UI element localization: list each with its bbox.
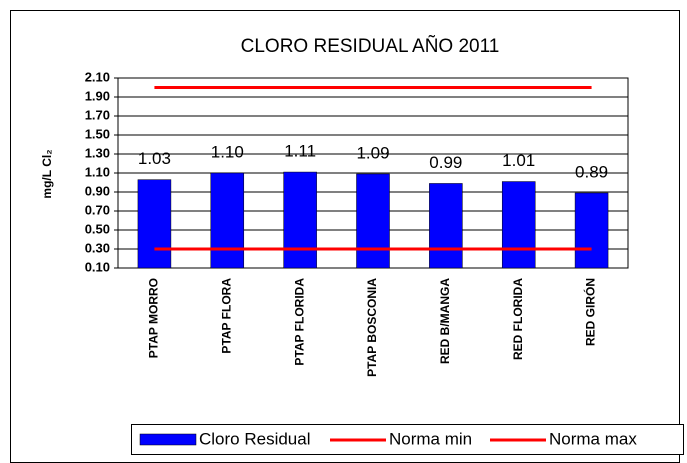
x-tick-label: PTAP FLORA — [219, 278, 233, 354]
y-tick-label: 0.50 — [85, 221, 110, 236]
y-axis-label: mg/L Cl₂ — [40, 149, 54, 198]
bar — [283, 171, 317, 269]
y-tick-label: 0.90 — [85, 183, 110, 198]
x-tick-label: RED GIRÓN — [583, 278, 598, 346]
bar — [574, 192, 609, 269]
bar — [210, 172, 245, 269]
y-tick-label: 0.10 — [85, 259, 110, 274]
data-label: 1.03 — [138, 149, 171, 168]
legend-box — [131, 424, 684, 455]
y-tick-label: 1.70 — [85, 107, 110, 122]
data-label: 1.09 — [356, 143, 389, 162]
bar — [137, 179, 172, 269]
y-tick-label: 1.10 — [85, 164, 110, 179]
y-tick-label: 1.30 — [85, 145, 110, 160]
bar — [356, 173, 390, 269]
y-tick-label: 1.90 — [85, 88, 110, 103]
legend-swatch — [139, 433, 197, 446]
data-label: 1.01 — [502, 151, 535, 170]
bar — [429, 183, 463, 269]
data-label: 0.99 — [429, 153, 462, 172]
legend-label: Cloro Residual — [199, 429, 311, 448]
y-tick-label: 1.50 — [85, 126, 110, 141]
x-tick-label: PTAP FLORIDA — [292, 278, 306, 366]
x-tick-label: PTAP BOSCONIA — [365, 278, 379, 377]
legend-label: Norma max — [549, 429, 637, 448]
y-tick-label: 2.10 — [85, 69, 110, 84]
x-tick-label: RED B/MANGA — [438, 278, 452, 364]
data-label: 1.10 — [211, 142, 244, 161]
data-label: 1.11 — [284, 142, 316, 161]
legend-label: Norma min — [389, 429, 472, 448]
y-tick-label: 0.30 — [85, 240, 110, 255]
x-tick-label: RED FLORIDA — [511, 278, 525, 360]
chart-title: CLORO RESIDUAL AÑO 2011 — [241, 35, 500, 57]
data-label: 0.89 — [575, 162, 608, 181]
bar — [501, 181, 536, 269]
y-tick-label: 0.70 — [85, 202, 110, 217]
x-tick-label: PTAP MORRO — [147, 278, 161, 358]
